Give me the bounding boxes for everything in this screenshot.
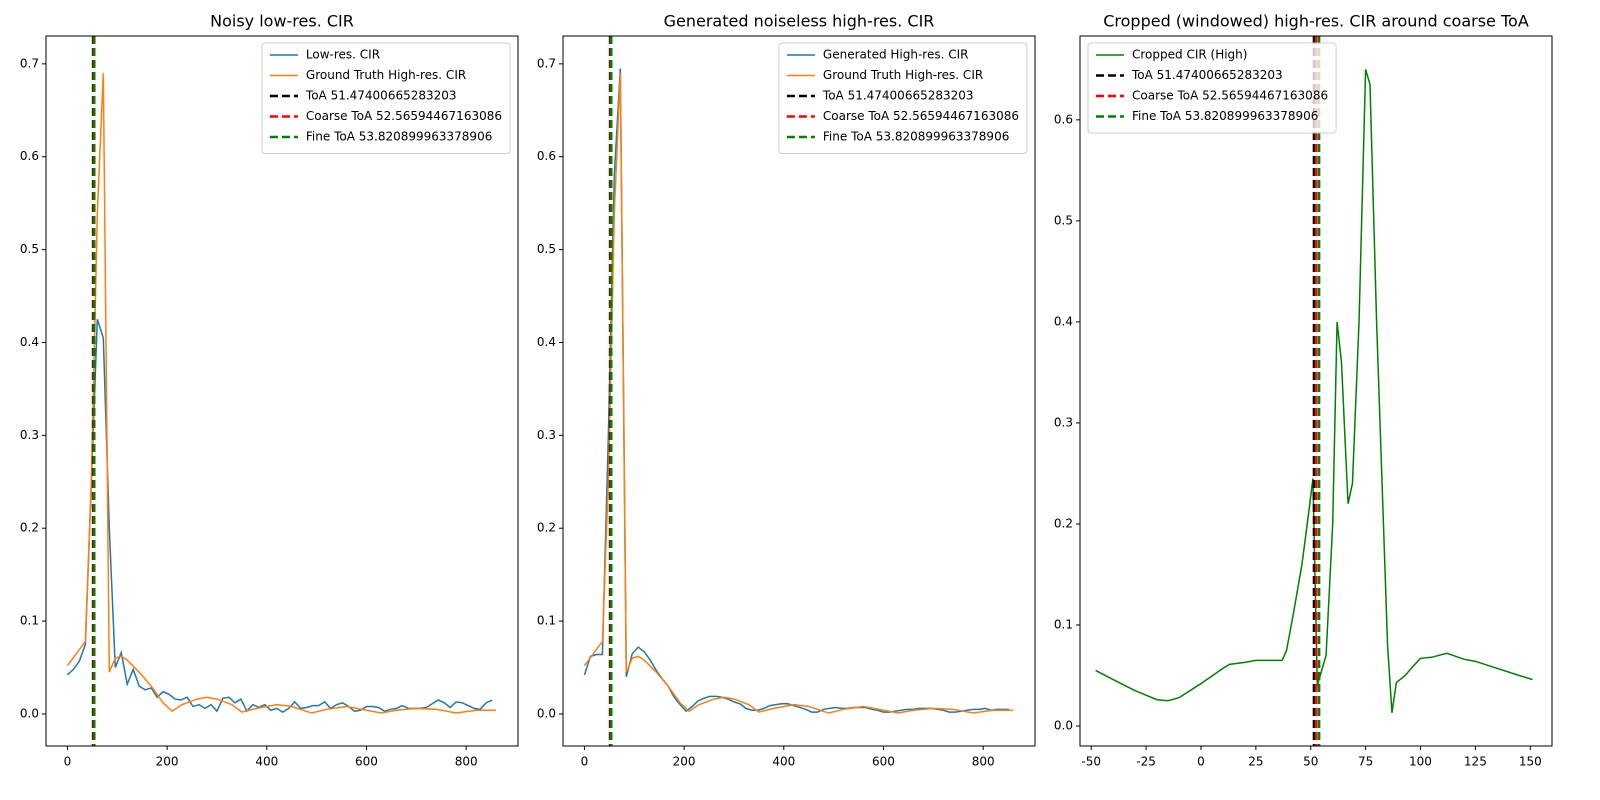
y-tick-label: 0.4 bbox=[537, 335, 556, 349]
legend-label: ToA 51.47400665283203 bbox=[1131, 68, 1283, 82]
y-tick-label: 0.2 bbox=[20, 521, 39, 535]
y-tick-label: 0.6 bbox=[537, 149, 556, 163]
legend-box bbox=[261, 42, 511, 154]
x-tick-label: 800 bbox=[455, 755, 478, 769]
x-tick-label: 150 bbox=[1519, 755, 1542, 769]
legend-label: Fine ToA 53.820899963378906 bbox=[823, 130, 1009, 144]
x-tick-label: 400 bbox=[255, 755, 278, 769]
y-tick-label: 0.3 bbox=[1054, 415, 1073, 429]
legend-label: Cropped CIR (High) bbox=[1132, 48, 1247, 62]
x-tick-label: 800 bbox=[972, 755, 995, 769]
legend-label: Ground Truth High-res. CIR bbox=[306, 68, 466, 82]
x-tick-label: 400 bbox=[772, 755, 795, 769]
legend-label: Low-res. CIR bbox=[306, 48, 380, 62]
x-tick-label: 75 bbox=[1358, 755, 1373, 769]
x-tick-label: -50 bbox=[1081, 755, 1101, 769]
x-tick-label: 0 bbox=[64, 755, 72, 769]
x-tick-label: -25 bbox=[1136, 755, 1156, 769]
legend: Generated High-res. CIR Ground Truth High… bbox=[778, 42, 1028, 154]
x-tick-label: 600 bbox=[872, 755, 895, 769]
x-tick-label: 0 bbox=[1197, 755, 1205, 769]
x-tick-label: 100 bbox=[1409, 755, 1432, 769]
x-tick-label: 200 bbox=[673, 755, 696, 769]
x-tick-label: 50 bbox=[1303, 755, 1318, 769]
chart-title: Cropped (windowed) high-res. CIR around … bbox=[1103, 12, 1529, 31]
plot-area bbox=[66, 36, 497, 746]
axes-frame bbox=[1079, 35, 1553, 747]
x-tick-label: 200 bbox=[156, 755, 179, 769]
legend-label: ToA 51.47400665283203 bbox=[822, 89, 974, 103]
plot-area bbox=[1095, 36, 1533, 746]
y-tick-label: 0.0 bbox=[537, 706, 556, 720]
y-tick-label: 0.6 bbox=[20, 149, 39, 163]
legend-box bbox=[778, 42, 1028, 154]
legend-label: Fine ToA 53.820899963378906 bbox=[306, 130, 492, 144]
legend-label: Coarse ToA 52.56594467163086 bbox=[1132, 89, 1328, 103]
legend-label: Generated High-res. CIR bbox=[823, 48, 969, 62]
y-tick-label: 0.6 bbox=[1054, 112, 1073, 126]
y-tick-label: 0.5 bbox=[20, 242, 39, 256]
x-tick-label: 25 bbox=[1248, 755, 1263, 769]
x-tick-label: 600 bbox=[355, 755, 378, 769]
data-line bbox=[1095, 69, 1533, 713]
y-tick-label: 0.3 bbox=[537, 428, 556, 442]
y-tick-label: 0.0 bbox=[20, 706, 39, 720]
y-tick-label: 0.1 bbox=[537, 614, 556, 628]
y-tick-label: 0.7 bbox=[537, 56, 556, 70]
y-tick-label: 0.5 bbox=[537, 242, 556, 256]
x-tick-label: 0 bbox=[581, 755, 589, 769]
legend: Low-res. CIR Ground Truth High-res. CIR To… bbox=[261, 42, 511, 154]
y-tick-label: 0.4 bbox=[20, 335, 39, 349]
y-tick-label: 0.4 bbox=[1054, 314, 1073, 328]
axes-frame bbox=[562, 35, 1036, 747]
legend-label: Coarse ToA 52.56594467163086 bbox=[306, 109, 502, 123]
data-line bbox=[66, 73, 497, 714]
chart-title: Generated noiseless high-res. CIR bbox=[664, 12, 935, 31]
y-tick-label: 0.2 bbox=[537, 521, 556, 535]
legend-box bbox=[1087, 42, 1337, 134]
legend: Cropped CIR (High) ToA 51.47400665283203 C… bbox=[1087, 42, 1337, 134]
x-tick-label: 125 bbox=[1464, 755, 1487, 769]
y-tick-label: 0.7 bbox=[20, 56, 39, 70]
y-tick-label: 0.1 bbox=[1054, 617, 1073, 631]
legend-label: ToA 51.47400665283203 bbox=[305, 89, 457, 103]
legend-label: Coarse ToA 52.56594467163086 bbox=[823, 109, 1019, 123]
data-line bbox=[583, 68, 1010, 713]
data-line bbox=[583, 73, 1014, 714]
legend-label: Ground Truth High-res. CIR bbox=[823, 68, 983, 82]
legend-label: Fine ToA 53.820899963378906 bbox=[1132, 109, 1318, 123]
data-line bbox=[66, 319, 493, 713]
chart-title: Noisy low-res. CIR bbox=[210, 12, 354, 31]
y-tick-label: 0.2 bbox=[1054, 516, 1073, 530]
axes-frame bbox=[45, 35, 519, 747]
plot-area bbox=[583, 36, 1014, 746]
y-tick-label: 0.5 bbox=[1054, 213, 1073, 227]
y-tick-label: 0.0 bbox=[1054, 718, 1073, 732]
y-tick-label: 0.1 bbox=[20, 614, 39, 628]
y-tick-label: 0.3 bbox=[20, 428, 39, 442]
